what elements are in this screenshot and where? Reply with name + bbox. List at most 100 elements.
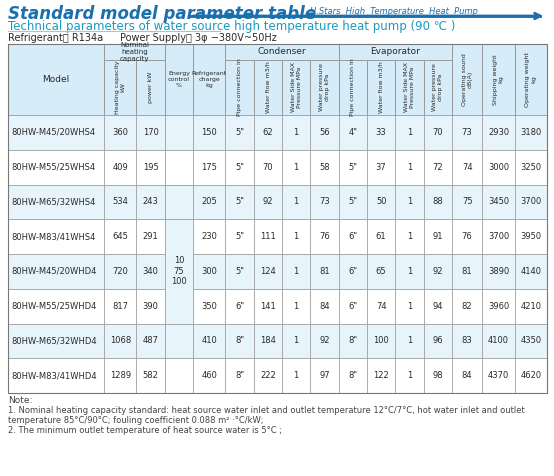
Text: 97: 97	[319, 371, 330, 380]
Bar	[104, 115, 136, 150]
Text: 92: 92	[263, 198, 273, 207]
Text: Evaporator: Evaporator	[371, 48, 420, 57]
Bar	[483, 185, 515, 219]
Text: 80HW-M45/20WHS4: 80HW-M45/20WHS4	[11, 128, 95, 137]
Text: Model: Model	[43, 75, 70, 84]
Text: 3890: 3890	[488, 267, 509, 276]
Text: 1: 1	[407, 232, 412, 241]
Bar	[254, 324, 282, 358]
Text: 6": 6"	[348, 232, 357, 241]
Bar	[136, 358, 165, 393]
Bar	[338, 219, 367, 254]
Text: 534: 534	[112, 198, 128, 207]
Text: 291: 291	[143, 232, 158, 241]
Text: 4370: 4370	[488, 371, 509, 380]
Bar	[338, 60, 367, 115]
Text: 80HW-M83/41WHD4: 80HW-M83/41WHD4	[11, 371, 96, 380]
Bar	[136, 115, 165, 150]
Bar	[424, 115, 452, 150]
Text: Operating sound
dB(A): Operating sound dB(A)	[461, 53, 473, 106]
Text: 81: 81	[319, 267, 330, 276]
Bar	[282, 219, 310, 254]
Bar	[515, 185, 547, 219]
Bar	[515, 324, 547, 358]
Bar	[310, 254, 338, 289]
Text: Nominal
heating
capacity: Nominal heating capacity	[120, 42, 149, 62]
Bar	[282, 289, 310, 324]
Bar	[367, 150, 396, 185]
Bar	[136, 254, 165, 289]
Bar	[104, 254, 136, 289]
Text: 6": 6"	[348, 267, 357, 276]
Bar	[136, 289, 165, 324]
Bar	[452, 324, 483, 358]
Bar	[396, 60, 424, 115]
Bar	[225, 150, 254, 185]
Text: 50: 50	[376, 198, 386, 207]
Bar	[136, 219, 165, 254]
Text: 350: 350	[201, 302, 217, 311]
Bar	[282, 324, 310, 358]
Text: 1: 1	[294, 302, 299, 311]
Text: 94: 94	[433, 302, 443, 311]
Text: 10
75
100: 10 75 100	[171, 257, 187, 286]
Bar	[282, 185, 310, 219]
Text: 3180: 3180	[520, 128, 541, 137]
Bar	[8, 150, 104, 185]
Bar	[282, 358, 310, 393]
Text: Water Side MAX
Pressure MPa: Water Side MAX Pressure MPa	[404, 62, 415, 112]
Text: 3700: 3700	[520, 198, 541, 207]
Text: 1: 1	[294, 128, 299, 137]
Text: Water pressure
drop kPa: Water pressure drop kPa	[432, 64, 443, 111]
Bar	[282, 150, 310, 185]
Bar	[254, 150, 282, 185]
Text: 4350: 4350	[520, 337, 541, 346]
Bar	[338, 185, 367, 219]
Text: Operating weight
kg: Operating weight kg	[525, 52, 536, 107]
Text: 73: 73	[461, 128, 473, 137]
Bar	[104, 44, 165, 60]
Text: 195: 195	[143, 163, 158, 172]
Bar	[193, 185, 225, 219]
Text: 80HW-M83/41WHS4: 80HW-M83/41WHS4	[11, 232, 95, 241]
Text: 1: 1	[407, 371, 412, 380]
Bar	[452, 254, 483, 289]
Text: 65: 65	[376, 267, 387, 276]
Bar	[515, 150, 547, 185]
Bar	[310, 289, 338, 324]
Bar	[193, 289, 225, 324]
Bar	[424, 150, 452, 185]
Bar	[254, 60, 282, 115]
Text: 1: 1	[294, 267, 299, 276]
Bar	[104, 185, 136, 219]
Bar	[396, 358, 424, 393]
Text: 460: 460	[201, 371, 217, 380]
Bar	[104, 358, 136, 393]
Bar	[225, 60, 254, 115]
Bar	[193, 324, 225, 358]
Text: 83: 83	[461, 337, 473, 346]
Text: Refrigerant
charge
kg: Refrigerant charge kg	[192, 71, 227, 88]
Text: 80HW-M65/32WHD4: 80HW-M65/32WHD4	[11, 337, 96, 346]
Text: 409: 409	[112, 163, 128, 172]
Bar	[8, 324, 104, 358]
Bar	[424, 289, 452, 324]
Bar	[338, 358, 367, 393]
Bar	[8, 358, 104, 393]
Text: Power Supply： 3φ −380V~50Hz: Power Supply： 3φ −380V~50Hz	[120, 33, 277, 43]
Bar	[136, 60, 165, 115]
Bar	[282, 115, 310, 150]
Bar	[396, 115, 424, 150]
Text: 1: 1	[407, 198, 412, 207]
Text: temperature 85°C/90°C; fouling coefficient 0.088 m² ·°C/kW;: temperature 85°C/90°C; fouling coefficie…	[8, 416, 264, 425]
Text: 487: 487	[142, 337, 158, 346]
Text: 8": 8"	[235, 337, 244, 346]
Bar	[310, 324, 338, 358]
Bar	[104, 219, 136, 254]
Text: 4100: 4100	[488, 337, 509, 346]
Text: 3250: 3250	[520, 163, 541, 172]
Bar	[193, 150, 225, 185]
Text: 81: 81	[462, 267, 473, 276]
Text: 5": 5"	[235, 128, 244, 137]
Text: power kW: power kW	[148, 72, 153, 103]
